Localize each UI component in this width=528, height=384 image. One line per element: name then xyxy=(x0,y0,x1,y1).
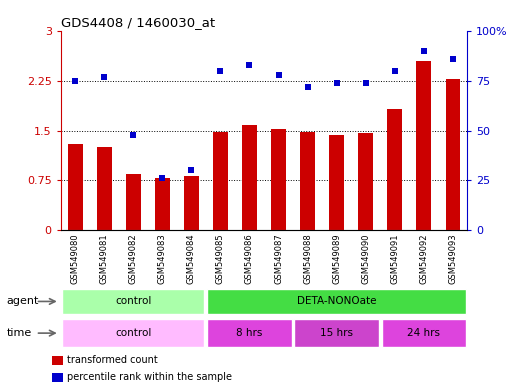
Text: control: control xyxy=(115,328,152,338)
Bar xyxy=(208,319,291,347)
Point xyxy=(361,79,370,86)
Text: GSM549081: GSM549081 xyxy=(100,233,109,284)
Text: GSM549082: GSM549082 xyxy=(129,233,138,284)
Bar xyxy=(62,319,204,347)
Text: 8 hrs: 8 hrs xyxy=(237,328,262,338)
Text: 24 hrs: 24 hrs xyxy=(407,328,440,338)
Bar xyxy=(295,319,379,347)
Bar xyxy=(62,288,204,314)
Bar xyxy=(155,179,169,230)
Bar xyxy=(242,125,257,230)
Text: GSM549089: GSM549089 xyxy=(332,233,341,284)
Point xyxy=(449,56,457,62)
Point xyxy=(187,167,196,174)
Bar xyxy=(97,147,111,230)
Point xyxy=(100,74,109,80)
Text: GDS4408 / 1460030_at: GDS4408 / 1460030_at xyxy=(61,16,215,29)
Bar xyxy=(213,132,228,230)
Text: GSM549085: GSM549085 xyxy=(216,233,225,284)
Point xyxy=(245,61,254,68)
Bar xyxy=(382,319,466,347)
Bar xyxy=(329,135,344,230)
Bar xyxy=(359,133,373,230)
Bar xyxy=(184,176,199,230)
Bar xyxy=(417,61,431,230)
Text: GSM549087: GSM549087 xyxy=(274,233,283,284)
Bar xyxy=(388,109,402,230)
Point xyxy=(303,84,312,90)
Text: GSM549084: GSM549084 xyxy=(187,233,196,284)
Point xyxy=(216,68,225,74)
Bar xyxy=(300,132,315,230)
Text: GSM549092: GSM549092 xyxy=(419,233,428,284)
Text: agent: agent xyxy=(7,296,39,306)
Text: transformed count: transformed count xyxy=(67,356,157,366)
Text: GSM549080: GSM549080 xyxy=(71,233,80,284)
Text: GSM549088: GSM549088 xyxy=(303,233,312,284)
Bar xyxy=(271,129,286,230)
Text: control: control xyxy=(115,296,152,306)
Bar xyxy=(52,372,63,382)
Text: GSM549093: GSM549093 xyxy=(448,233,457,284)
Text: 15 hrs: 15 hrs xyxy=(320,328,353,338)
Bar xyxy=(52,356,63,365)
Bar xyxy=(446,79,460,230)
Bar xyxy=(68,144,82,230)
Point xyxy=(129,131,137,137)
Text: DETA-NONOate: DETA-NONOate xyxy=(297,296,376,306)
Text: time: time xyxy=(7,328,32,338)
Text: GSM549083: GSM549083 xyxy=(158,233,167,284)
Bar xyxy=(126,174,140,230)
Point xyxy=(71,78,80,84)
Point xyxy=(391,68,399,74)
Text: GSM549090: GSM549090 xyxy=(361,233,370,284)
Point xyxy=(420,48,428,54)
Text: percentile rank within the sample: percentile rank within the sample xyxy=(67,372,232,382)
Point xyxy=(158,175,167,182)
Text: GSM549091: GSM549091 xyxy=(390,233,399,284)
Bar xyxy=(208,288,466,314)
Point xyxy=(275,71,283,78)
Text: GSM549086: GSM549086 xyxy=(245,233,254,284)
Point xyxy=(333,79,341,86)
